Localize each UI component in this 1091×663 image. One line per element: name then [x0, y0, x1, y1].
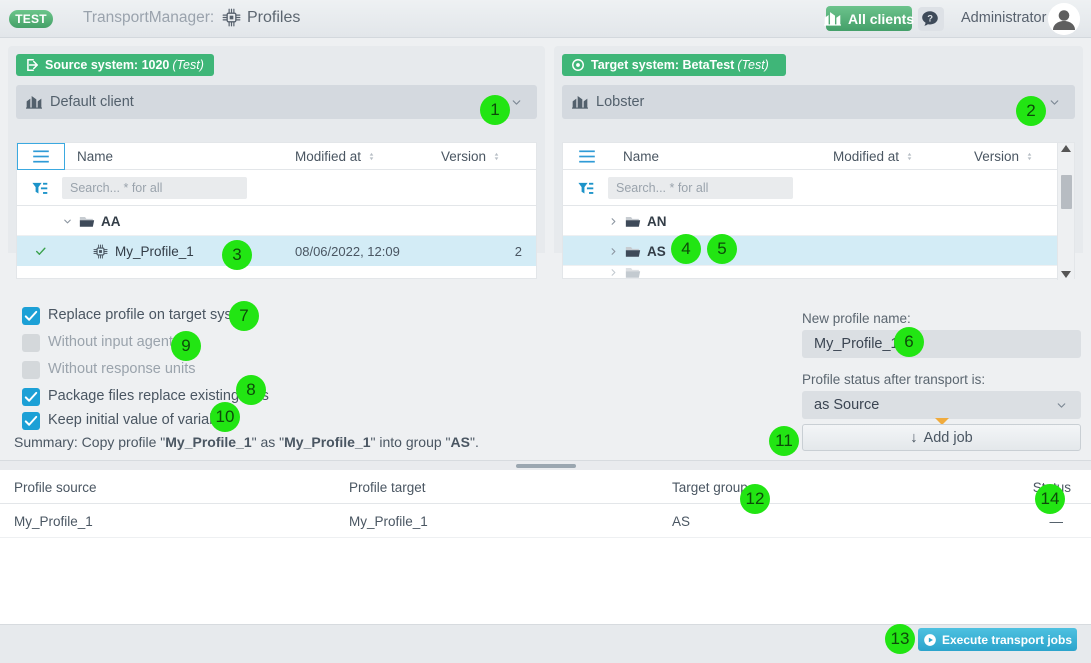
svg-text:?: ?: [927, 14, 933, 25]
